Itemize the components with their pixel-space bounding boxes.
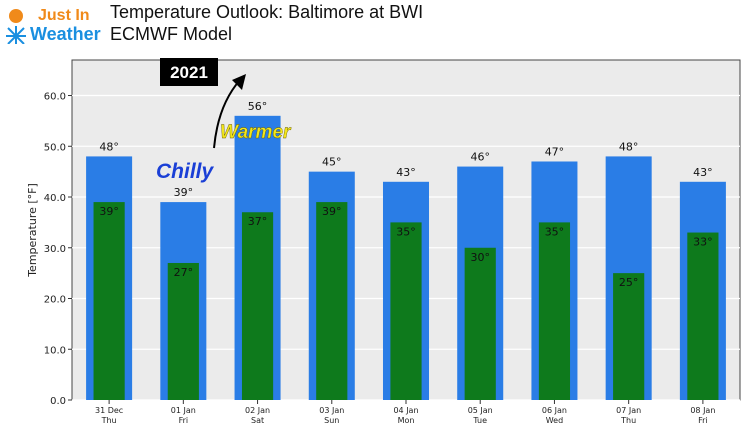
high-temp-label: 46°: [470, 151, 490, 164]
low-temp-label: 39°: [322, 205, 342, 218]
x-tick-date: 03 Jan: [319, 406, 344, 415]
x-tick-date: 05 Jan: [468, 406, 493, 415]
bar-chart: 48° 39° 39° 27° 56° 37° 45° 39° 43° 35° 46° 30° 47° 3…: [26, 58, 741, 425]
low-temp-bar: [390, 222, 422, 400]
low-temp-bar: [241, 212, 274, 400]
y-tick-label: 50.0: [44, 142, 66, 153]
warming-arrow: [213, 74, 246, 149]
header: Just In Weather Temperature Outlook: Bal…: [0, 0, 750, 50]
high-temp-label: 45°: [322, 156, 342, 169]
high-temp-label: 43°: [693, 166, 713, 179]
x-tick-day: Thu: [101, 416, 117, 425]
x-tick-day: Fri: [698, 416, 708, 425]
low-temp-label: 33°: [693, 236, 713, 249]
low-temp-bar: [167, 262, 199, 400]
year-label: 2021: [170, 63, 208, 82]
x-tick-date: 01 Jan: [171, 406, 196, 415]
x-tick-date: 08 Jan: [690, 406, 715, 415]
low-temp-bar: [613, 273, 645, 400]
low-temp-label: 27°: [174, 266, 194, 279]
x-tick-day: Fri: [179, 416, 189, 425]
low-temp-label: 39°: [99, 205, 119, 218]
y-tick-label: 10.0: [44, 345, 66, 356]
y-tick-label: 30.0: [44, 244, 66, 255]
warmer-annotation: Warmer: [220, 122, 292, 143]
chart-title: Temperature Outlook: Baltimore at BWI: [110, 2, 424, 22]
low-temp-bar: [464, 247, 496, 400]
chart-subtitle: ECMWF Model: [110, 24, 233, 44]
x-tick-date: 07 Jan: [616, 406, 641, 415]
low-temp-bar: [93, 202, 125, 400]
y-tick-label: 60.0: [44, 92, 66, 103]
x-tick-day: Wed: [546, 416, 563, 425]
high-temp-label: 47°: [545, 145, 565, 158]
y-tick-label: 0.0: [50, 396, 66, 407]
x-tick-day: Sun: [324, 416, 339, 425]
high-temp-label: 43°: [396, 166, 416, 179]
low-temp-label: 35°: [396, 225, 416, 238]
low-temp-label: 30°: [470, 251, 490, 264]
snowflake-sun-icon: [6, 9, 26, 44]
data-labels: 48° 39° 39° 27° 56° 37° 45° 39° 43° 35° 46° 30° 47° 3…: [99, 100, 712, 289]
bars: [86, 115, 726, 400]
high-temp-label: 39°: [174, 186, 194, 199]
low-temp-label: 35°: [545, 225, 565, 238]
low-temp-label: 37°: [248, 215, 268, 228]
y-axis-label: Temperature [°F]: [26, 183, 39, 278]
x-tick-date: 04 Jan: [393, 406, 418, 415]
x-tick-date: 06 Jan: [542, 406, 567, 415]
high-temp-label: 48°: [99, 140, 119, 153]
x-tick-day: Sat: [251, 416, 264, 425]
high-temp-label: 56°: [248, 100, 268, 113]
y-axis: 0.0 10.0 20.0 30.0 40.0 50.0 60.0: [44, 92, 72, 407]
low-temp-bar: [687, 232, 719, 400]
chilly-annotation: Chilly: [156, 160, 214, 183]
x-tick-day: Tue: [472, 416, 487, 425]
x-tick-date: 31 Dec: [95, 406, 123, 415]
y-tick-label: 20.0: [44, 295, 66, 306]
x-tick-day: Mon: [398, 416, 415, 425]
x-tick-date: 02 Jan: [245, 406, 270, 415]
x-tick-day: Thu: [620, 416, 636, 425]
low-temp-bar: [538, 222, 571, 400]
logo-line-2: Weather: [30, 24, 101, 44]
low-temp-label: 25°: [619, 276, 639, 289]
low-temp-bar: [316, 202, 348, 400]
y-tick-label: 40.0: [44, 193, 66, 204]
high-temp-label: 48°: [619, 140, 639, 153]
year-badge: 2021: [160, 58, 218, 86]
just-in-weather-logo: Just In Weather: [6, 7, 101, 44]
logo-line-1: Just In: [38, 7, 90, 24]
